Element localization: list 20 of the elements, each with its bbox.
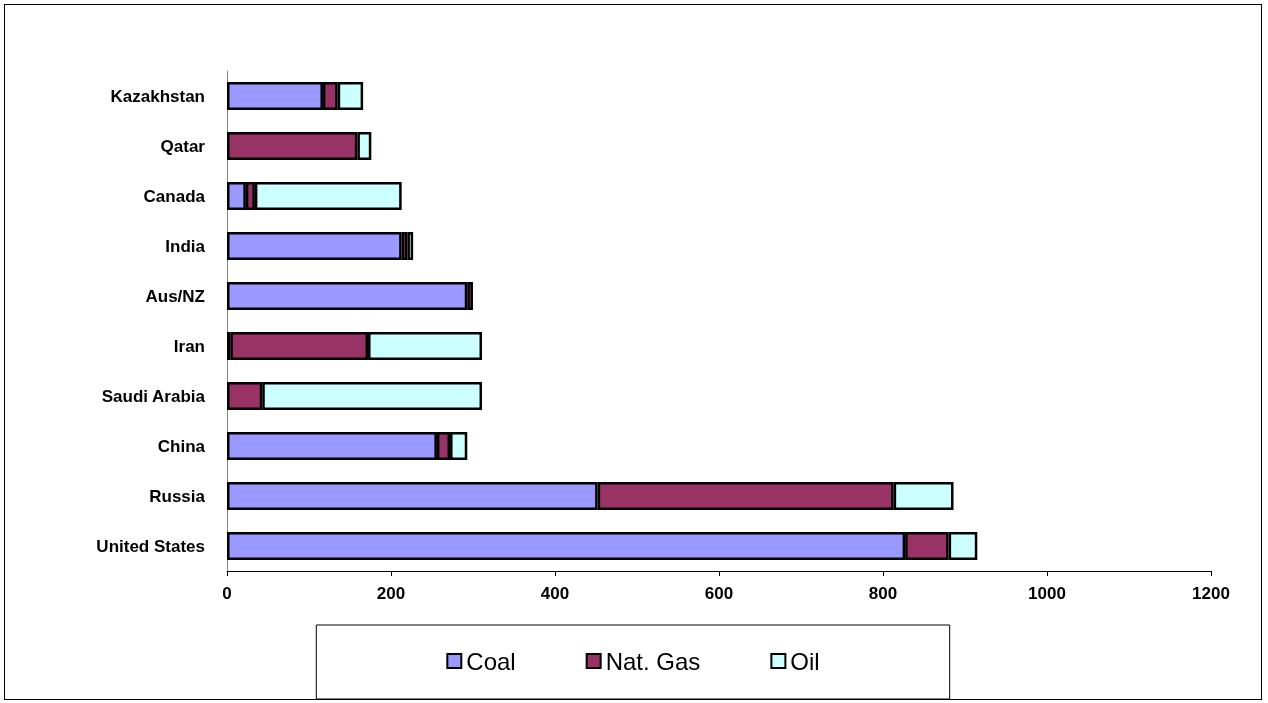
x-tick-label: 1000 — [1028, 584, 1066, 603]
y-tick-label: India — [165, 236, 206, 256]
y-tick-label: United States — [96, 536, 205, 556]
y-tick-label: Kazakhstan — [110, 86, 205, 106]
x-tick-label: 600 — [704, 584, 734, 603]
y-tick-label: Iran — [173, 336, 205, 356]
y-tick-label: China — [157, 436, 206, 456]
x-tick-label: 200 — [376, 584, 406, 603]
y-tick-label: Aus/NZ — [145, 286, 205, 306]
x-tick-label: 0 — [222, 584, 232, 603]
y-tick-label: Saudi Arabia — [101, 386, 206, 406]
legend-label: Nat. Gas — [605, 647, 701, 675]
legend-label: Oil — [790, 647, 820, 675]
x-tick-label: 800 — [868, 584, 898, 603]
legend-label: Coal — [466, 647, 516, 675]
x-tick-label: 400 — [540, 584, 570, 603]
y-tick-label: Canada — [143, 186, 206, 206]
x-tick-label: 1200 — [1192, 584, 1230, 603]
y-tick-label: Russia — [149, 486, 206, 506]
y-tick-label: Qatar — [160, 136, 206, 156]
